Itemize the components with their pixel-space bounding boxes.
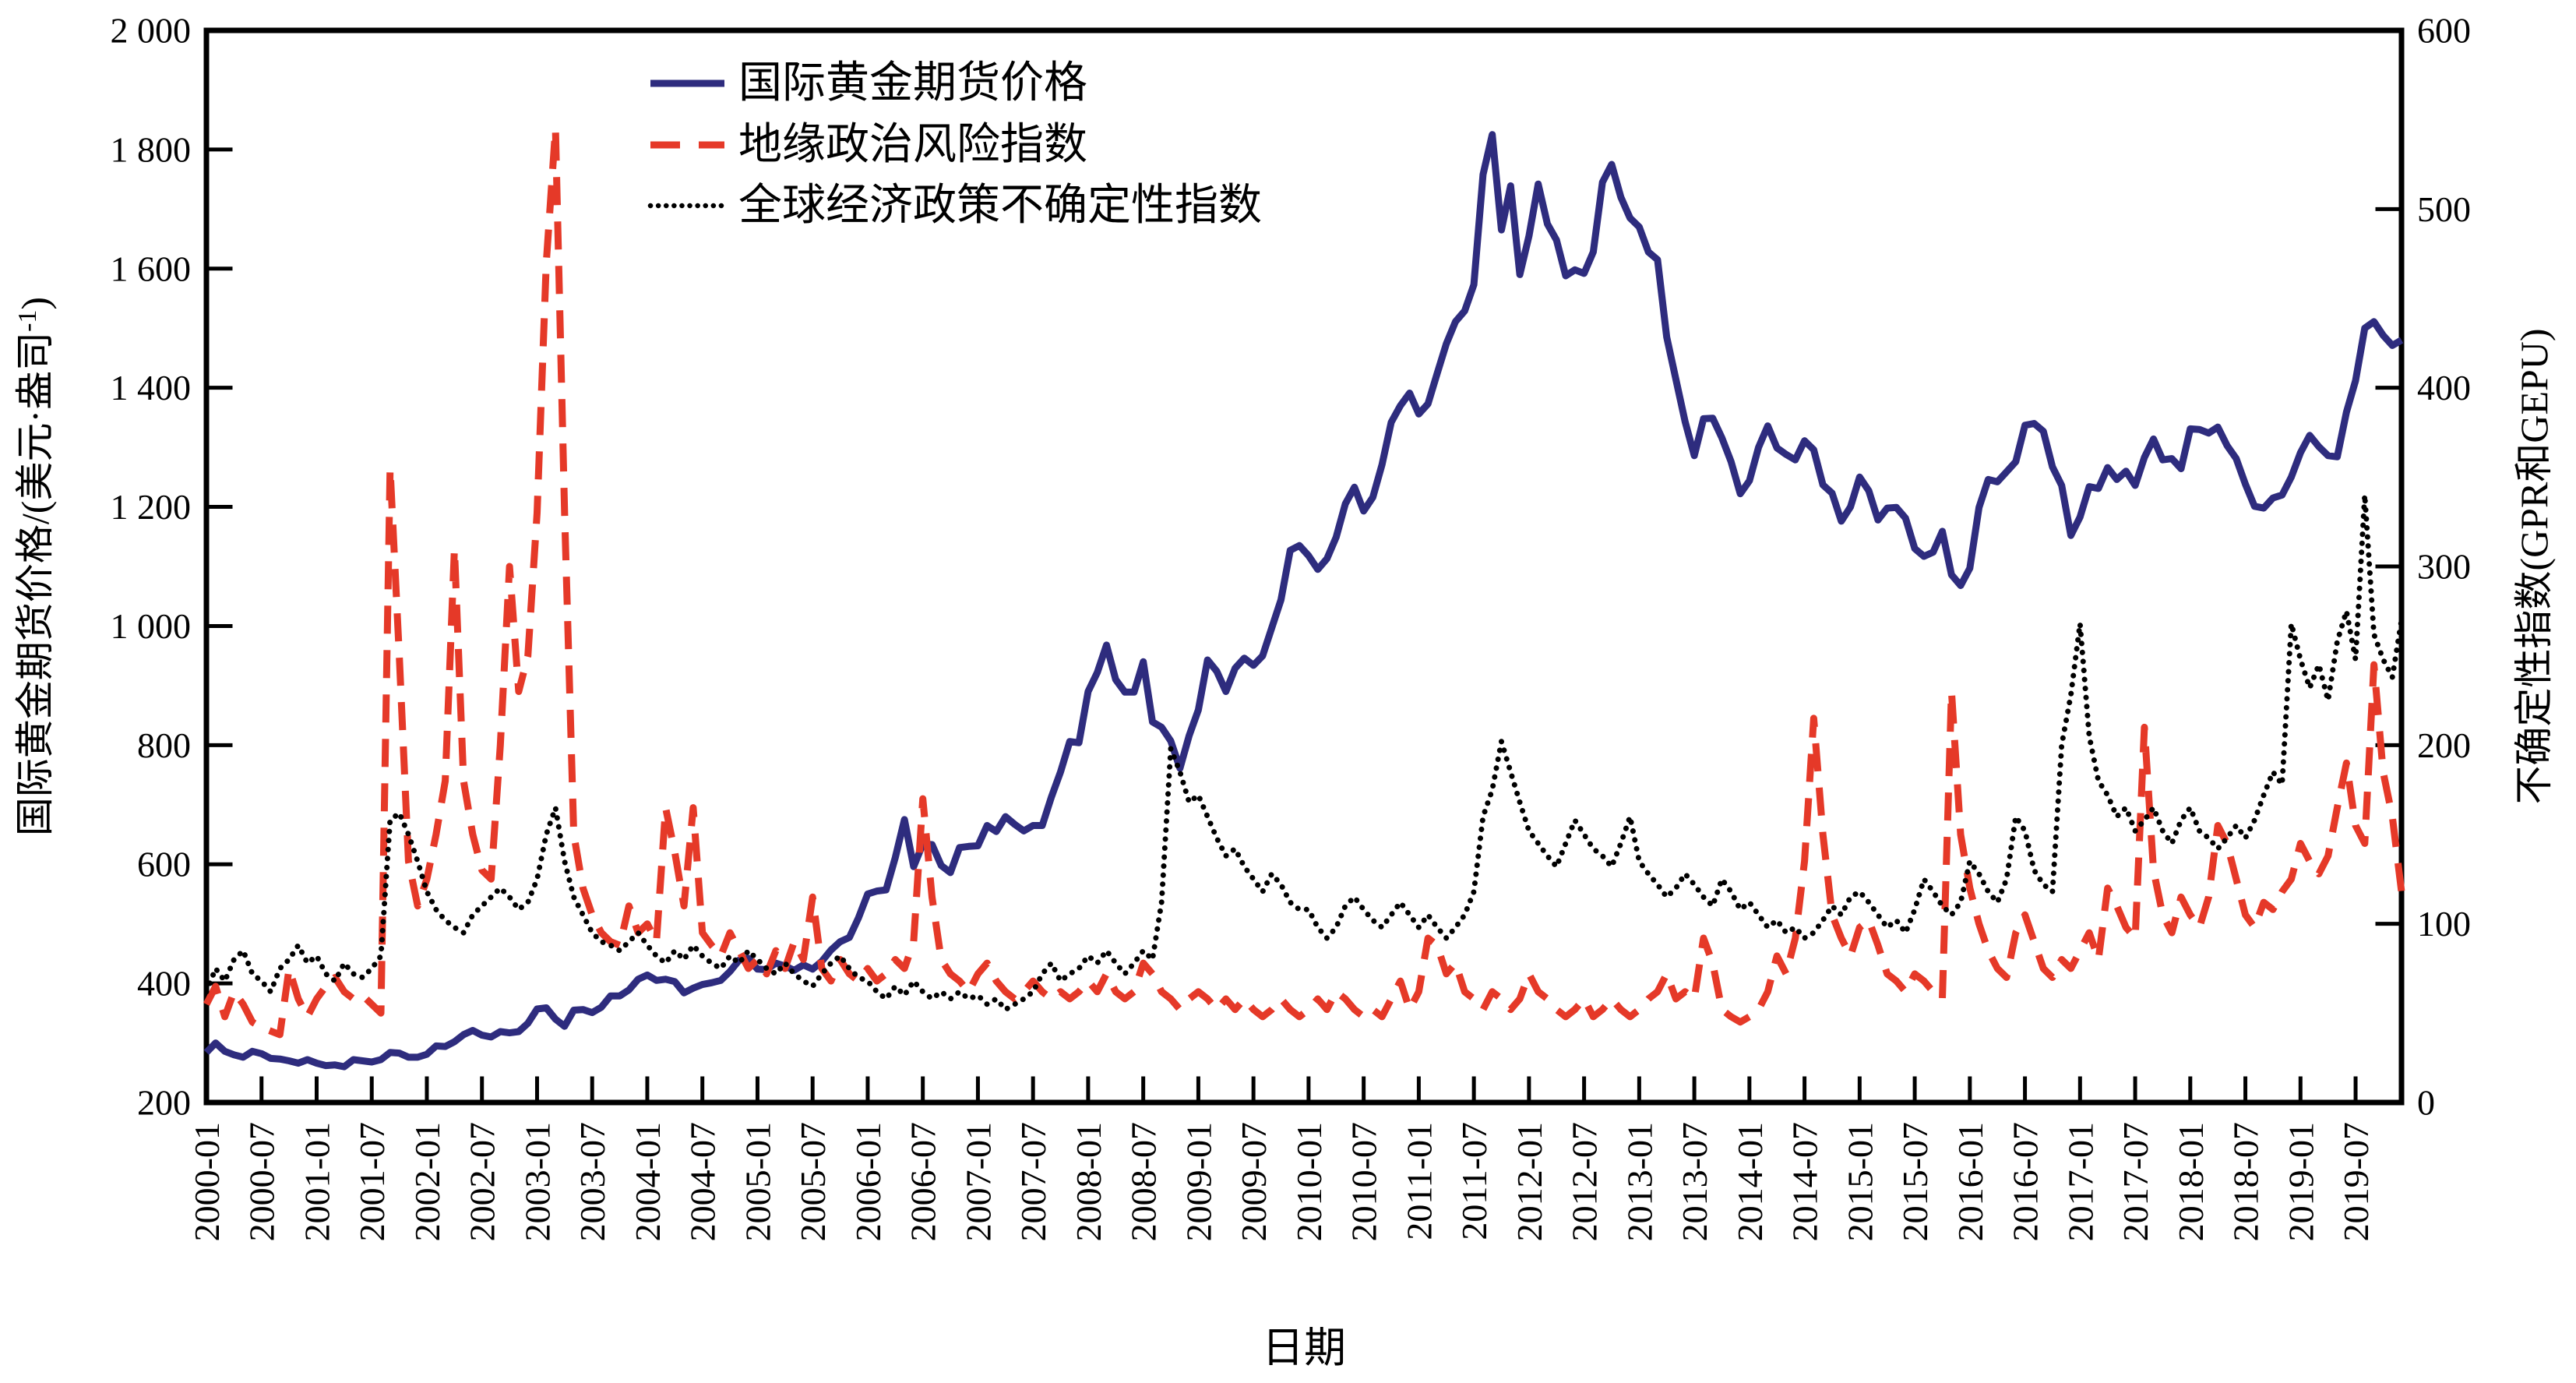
x-axis-tick-label: 2009-01 [1179, 1122, 1218, 1241]
legend-label-gepu: 全球经济政策不确定性指数 [738, 182, 1262, 230]
left-axis-tick-label: 200 [137, 1083, 191, 1123]
legend-label-gold-price: 国际黄金期货价格 [738, 59, 1087, 108]
data-series [203, 125, 2405, 1071]
x-axis-tick-label: 2013-01 [1619, 1122, 1659, 1241]
series-line-dashed [203, 125, 2405, 1039]
x-axis-title: 日期 [1262, 1325, 1346, 1371]
axis-tick-labels: 2 000 1 800 1 600 1 400 1 200 1 000 800 600 400 2… [111, 11, 2472, 1242]
x-axis-tick-label: 2005-07 [793, 1122, 833, 1241]
x-axis-tick-label: 2007-07 [1013, 1122, 1053, 1241]
right-axis-tick-label: 500 [2417, 189, 2471, 229]
x-axis-tick-label: 2006-01 [848, 1122, 888, 1241]
right-axis-tick-label: 300 [2417, 547, 2471, 587]
x-axis-tick-label: 2017-07 [2116, 1122, 2155, 1241]
right-axis-tick-label: 0 [2417, 1083, 2435, 1123]
x-axis-tick-label: 2015-01 [1840, 1122, 1880, 1241]
x-axis-tick-label: 2015-07 [1895, 1122, 1935, 1241]
x-axis-tick-label: 2016-07 [2006, 1122, 2046, 1241]
x-axis-tick-label: 2002-07 [463, 1122, 502, 1241]
right-axis-tick-label: 600 [2417, 11, 2471, 51]
right-axis-tick-label: 100 [2417, 904, 2471, 944]
x-axis-tick-label: 2000-07 [242, 1122, 282, 1241]
x-axis-tick-label: 2014-07 [1785, 1122, 1825, 1241]
left-axis-tick-label: 2 000 [111, 11, 192, 51]
left-axis-tick-label: 1 600 [111, 249, 192, 288]
x-axis-tick-label: 2011-07 [1454, 1122, 1494, 1240]
left-axis-tick-label: 600 [137, 845, 191, 884]
x-axis-tick-label: 2010-01 [1289, 1122, 1329, 1241]
x-axis-tick-label: 2003-07 [573, 1122, 612, 1241]
left-axis-tick-label: 1 200 [111, 487, 192, 527]
right-axis-tick-label: 400 [2417, 368, 2471, 407]
right-axis-title: 不确定性指数(GPR和GEPU) [2512, 328, 2556, 804]
x-axis-tick-label: 2008-07 [1124, 1122, 1164, 1241]
left-axis-tick-label: 1 800 [111, 129, 192, 169]
x-axis-tick-label: 2002-01 [407, 1122, 447, 1241]
series-line-solid [203, 131, 2404, 1071]
x-axis-tick-label: 2011-01 [1399, 1122, 1439, 1240]
x-axis-tick-label: 2018-07 [2226, 1122, 2266, 1241]
x-axis-tick-label: 2005-01 [738, 1122, 777, 1241]
x-axis-tick-label: 2008-01 [1069, 1122, 1108, 1241]
legend [647, 79, 728, 209]
x-axis-tick-label: 2013-07 [1675, 1122, 1714, 1241]
x-axis-tick-label: 2018-01 [2171, 1122, 2211, 1241]
x-axis-tick-label: 2016-01 [1951, 1122, 1990, 1241]
x-axis-tick-label: 2004-07 [683, 1122, 723, 1241]
left-axis-tick-label: 1 400 [111, 368, 192, 407]
x-axis-tick-label: 2012-07 [1565, 1122, 1605, 1241]
left-axis-tick-label: 800 [137, 725, 191, 765]
x-axis-tick-label: 2001-07 [352, 1122, 392, 1241]
x-axis-tick-label: 2001-01 [297, 1122, 337, 1241]
x-axis-tick-label: 2003-01 [517, 1122, 557, 1241]
x-axis-tick-label: 2004-01 [628, 1122, 668, 1241]
legend-label-gpr: 地缘政治风险指数 [738, 121, 1087, 169]
x-axis-tick-label: 2007-01 [958, 1122, 998, 1241]
axis-ticks [209, 147, 2399, 1100]
x-axis-tick-label: 2019-07 [2336, 1122, 2376, 1241]
x-axis-tick-label: 2019-01 [2281, 1122, 2321, 1241]
series-line-dotted [203, 492, 2405, 1013]
x-axis-tick-label: 2006-07 [904, 1122, 943, 1241]
x-axis-tick-label: 2009-07 [1234, 1122, 1274, 1241]
x-axis-tick-label: 2000-01 [187, 1122, 227, 1241]
left-axis-title: 国际黄金期货价格/(美元·盎司-1) [13, 297, 57, 836]
left-axis-tick-label: 1 000 [111, 606, 192, 646]
left-axis-tick-label: 400 [137, 964, 191, 1004]
x-axis-tick-label: 2014-01 [1730, 1122, 1770, 1241]
plot-border [203, 27, 2405, 1106]
x-axis-tick-label: 2012-01 [1510, 1122, 1549, 1241]
right-axis-tick-label: 200 [2417, 725, 2471, 765]
x-axis-tick-label: 2017-01 [2060, 1122, 2100, 1241]
x-axis-tick-label: 2010-07 [1344, 1122, 1384, 1241]
